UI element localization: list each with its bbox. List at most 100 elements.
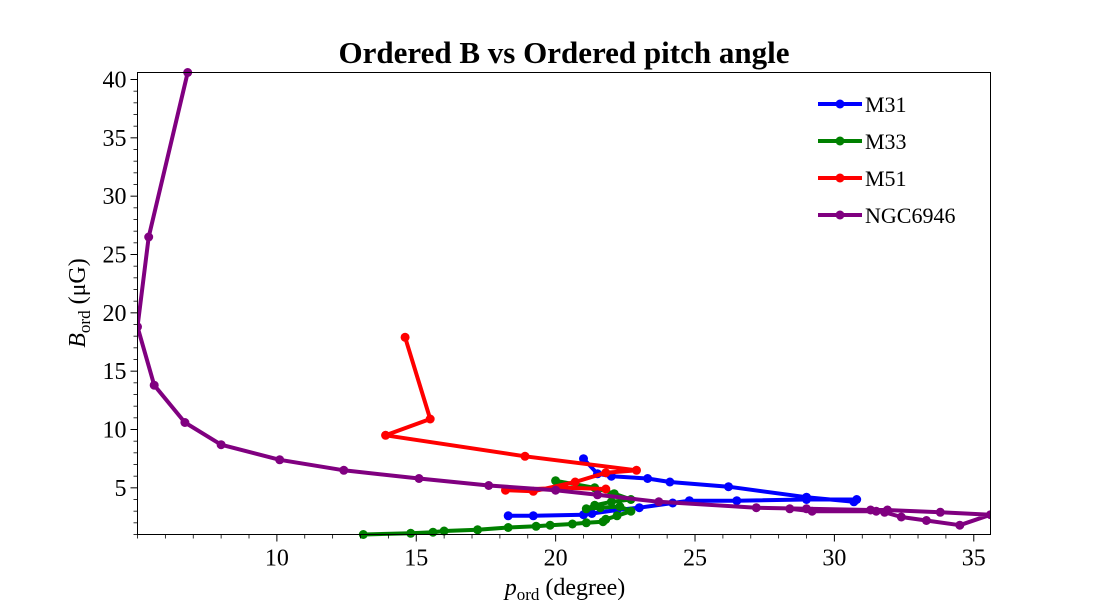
data-point — [180, 418, 190, 427]
data-point — [149, 380, 159, 390]
y-tick-label: 25 — [103, 243, 127, 269]
data-point — [579, 454, 588, 464]
data-point — [807, 506, 817, 516]
legend-label: M33 — [865, 129, 907, 154]
y-axis-label-main: B — [65, 333, 91, 348]
data-point — [406, 528, 416, 538]
data-point — [216, 440, 226, 450]
data-point — [880, 507, 890, 517]
x-tick-label: 35 — [962, 546, 986, 572]
data-point — [484, 481, 494, 490]
chart-title: Ordered B vs Ordered pitch angle — [339, 35, 790, 70]
plot-frame — [137, 72, 991, 535]
data-point — [590, 500, 600, 510]
data-point — [955, 520, 965, 530]
data-point — [643, 474, 653, 483]
y-axis-label-sub: ord — [75, 310, 94, 333]
data-point — [551, 485, 561, 495]
data-point — [414, 474, 424, 483]
data-point — [528, 511, 538, 521]
data-point — [137, 322, 142, 332]
data-point — [144, 232, 154, 242]
legend-label: M51 — [865, 166, 907, 191]
data-point — [732, 496, 742, 506]
data-point — [428, 527, 438, 537]
legend-label: NGC6946 — [865, 203, 955, 228]
y-tick-label: 35 — [103, 126, 127, 152]
data-point — [339, 465, 349, 475]
data-point — [381, 430, 391, 440]
data-point — [439, 526, 449, 536]
data-point — [551, 476, 561, 486]
series-line-ngc6946 — [137, 70, 991, 528]
x-axis-label-sub: ord — [517, 585, 540, 600]
legend-marker — [835, 210, 845, 220]
data-point — [531, 521, 541, 531]
data-point — [896, 512, 906, 522]
series-m51 — [381, 332, 641, 496]
data-point — [921, 516, 931, 525]
legend-item-m33: M33 — [818, 129, 907, 154]
data-point — [545, 520, 555, 530]
data-point — [593, 490, 602, 500]
legend-label: M31 — [865, 92, 907, 117]
data-point — [802, 495, 811, 504]
legend-item-m51: M51 — [818, 166, 907, 191]
y-axis-label: Bord (μG) — [65, 258, 94, 348]
data-point — [601, 468, 611, 478]
y-tick-label: 20 — [103, 301, 127, 327]
legend-marker — [835, 173, 845, 183]
data-point — [751, 503, 761, 513]
legend: M31 M33 M51 NGC6946 — [818, 92, 955, 228]
legend-item-m31: M31 — [818, 92, 907, 117]
data-point — [986, 510, 991, 520]
data-point — [520, 451, 530, 461]
data-point — [606, 497, 616, 507]
data-point — [400, 332, 410, 342]
x-axis-label-main: p — [503, 575, 517, 600]
data-point — [871, 506, 881, 516]
data-point — [570, 477, 580, 487]
data-point — [626, 506, 636, 516]
y-tick-label: 40 — [103, 68, 127, 94]
data-point — [665, 477, 675, 487]
y-tick-label: 15 — [103, 359, 127, 385]
legend-marker — [835, 136, 845, 146]
data-point — [581, 518, 591, 528]
series-m33 — [358, 476, 636, 539]
data-point — [601, 514, 611, 524]
series-ngc6946 — [137, 68, 991, 530]
data-point — [275, 455, 285, 465]
data-point — [503, 511, 513, 521]
x-axis-label-rest: (degree) — [539, 575, 625, 600]
x-axis-label: pord (degree) — [503, 575, 626, 600]
data-point — [581, 504, 591, 514]
data-point — [634, 503, 644, 513]
y-axis: 5 10 15 20 25 30 35 40 — [103, 68, 138, 535]
data-point — [724, 482, 733, 492]
series-line-m51 — [383, 335, 639, 494]
x-axis: 10 15 20 25 30 35 — [137, 534, 986, 572]
data-point — [601, 484, 611, 494]
data-point — [612, 511, 622, 521]
y-tick-label: 5 — [115, 476, 127, 502]
x-tick-label: 30 — [822, 546, 846, 572]
data-point — [425, 414, 435, 424]
data-point — [615, 502, 625, 511]
data-point — [473, 525, 483, 535]
x-tick-label: 20 — [544, 546, 568, 572]
data-point — [632, 465, 641, 475]
data-point — [852, 495, 862, 504]
y-axis-label-rest: (μG) — [65, 258, 91, 310]
series-layer — [137, 68, 991, 539]
legend-item-ngc6946: NGC6946 — [818, 203, 955, 228]
x-tick-label: 25 — [683, 546, 707, 572]
legend-marker — [835, 99, 845, 109]
data-point — [785, 504, 795, 514]
y-tick-label: 30 — [103, 184, 127, 210]
data-point — [503, 523, 513, 532]
x-tick-label: 10 — [265, 546, 289, 572]
data-point — [567, 519, 577, 529]
data-point — [654, 497, 664, 507]
